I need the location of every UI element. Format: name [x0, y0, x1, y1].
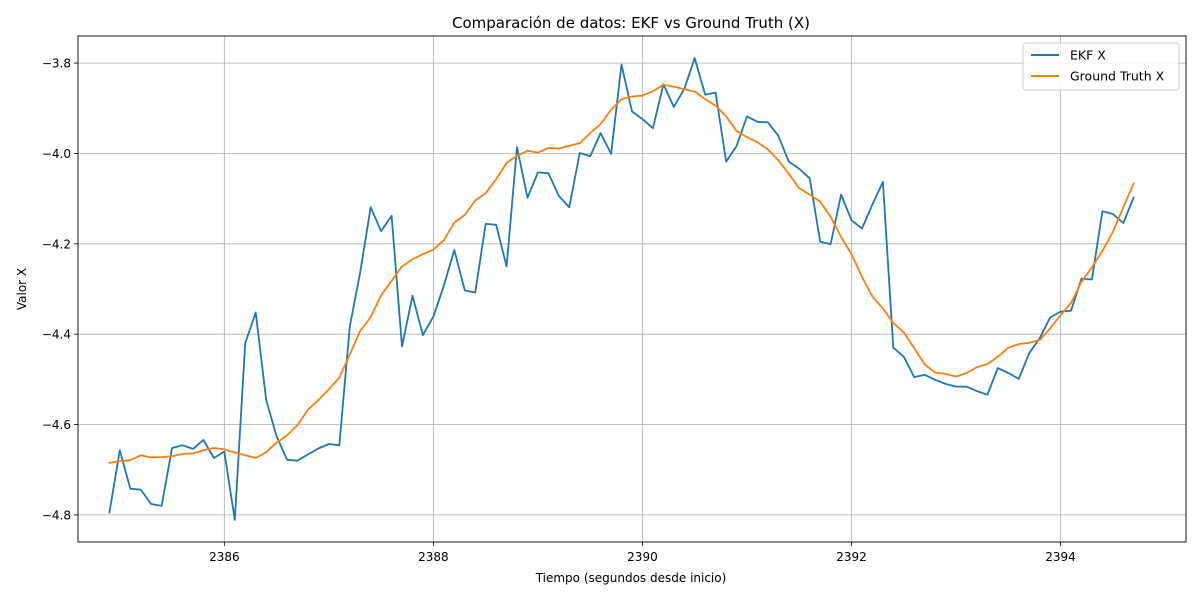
legend-frame — [1022, 42, 1180, 91]
x-tick-label: 2392 — [836, 550, 867, 564]
legend-label-ground-truth-x: Ground Truth X — [1070, 69, 1165, 84]
legend-label-ekf-x: EKF X — [1070, 48, 1106, 63]
chart-title: Comparación de datos: EKF vs Ground Trut… — [452, 14, 810, 32]
y-tick-label: −4.4 — [42, 328, 71, 342]
x-axis-label: Tiempo (segundos desde inicio) — [535, 571, 727, 585]
grid — [78, 36, 1186, 542]
series-lines — [108, 57, 1135, 521]
y-tick-label: −3.8 — [42, 57, 71, 71]
series-line-ekf-x — [108, 57, 1135, 521]
axis-ticks: 2386 2388 2390 2392 2394 −4.8 −4.6 −4.4 −4.2 −4.0… — [42, 57, 1076, 564]
x-tick-label: 2390 — [627, 550, 658, 564]
y-axis-label: Valor X — [15, 268, 29, 310]
series-line-ground-truth-x — [108, 83, 1135, 464]
y-tick-label: −4.8 — [42, 508, 71, 522]
x-tick-label: 2394 — [1045, 550, 1076, 564]
plot-area-frame — [77, 35, 1187, 543]
x-tick-label: 2386 — [209, 550, 240, 564]
x-tick-label: 2388 — [418, 550, 449, 564]
legend: EKF X Ground Truth X — [1022, 42, 1180, 91]
y-tick-label: −4.2 — [42, 237, 71, 251]
y-tick-label: −4.6 — [42, 418, 71, 432]
y-tick-label: −4.0 — [42, 147, 71, 161]
